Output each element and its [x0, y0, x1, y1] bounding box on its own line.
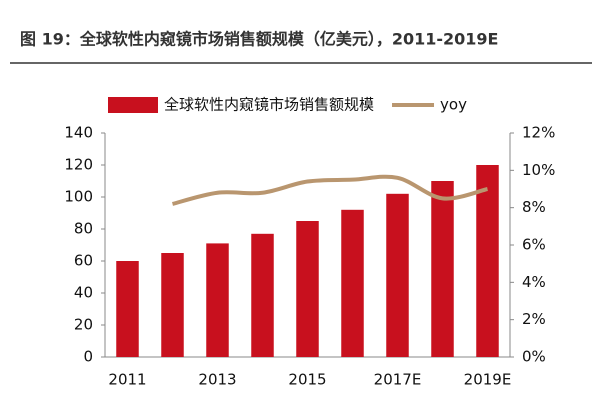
- chart-title: 图 19：全球软性内窥镜市场销售额规模（亿美元），2011-2019E: [20, 30, 498, 49]
- legend-swatch: [108, 97, 158, 113]
- bar: [116, 261, 139, 357]
- bar: [386, 193, 409, 357]
- y-tick-label: 20: [74, 316, 93, 334]
- y2-tick-label: 8%: [522, 198, 546, 216]
- x-tick-label: 2011: [108, 371, 146, 389]
- legend-label: yoy: [440, 96, 467, 114]
- bar: [206, 243, 229, 357]
- y-tick-label: 60: [74, 252, 93, 270]
- x-tick-label: 2017E: [374, 371, 422, 389]
- bar: [431, 181, 454, 357]
- y-tick-label: 100: [64, 188, 93, 206]
- y2-tick-label: 0%: [522, 348, 546, 366]
- bar: [341, 209, 364, 357]
- legend-label: 全球软性内窥镜市场销售额规模: [164, 96, 374, 114]
- y-tick-label: 140: [64, 124, 93, 142]
- y2-tick-label: 10%: [522, 161, 555, 179]
- x-tick-label: 2015: [288, 371, 326, 389]
- bar: [251, 233, 274, 357]
- y2-tick-label: 6%: [522, 236, 546, 254]
- line: [171, 174, 488, 206]
- bar: [476, 165, 499, 357]
- y-tick-label: 0: [83, 348, 93, 366]
- y2-tick-label: 4%: [522, 273, 546, 291]
- y-tick-label: 40: [74, 284, 93, 302]
- y-tick-label: 120: [64, 156, 93, 174]
- y2-tick-label: 12%: [522, 124, 555, 142]
- x-tick-label: 2019E: [464, 371, 512, 389]
- bar: [296, 221, 319, 357]
- y-tick-label: 80: [74, 220, 93, 238]
- bar: [161, 253, 184, 357]
- x-tick-label: 2013: [198, 371, 236, 389]
- y2-tick-label: 2%: [522, 310, 546, 328]
